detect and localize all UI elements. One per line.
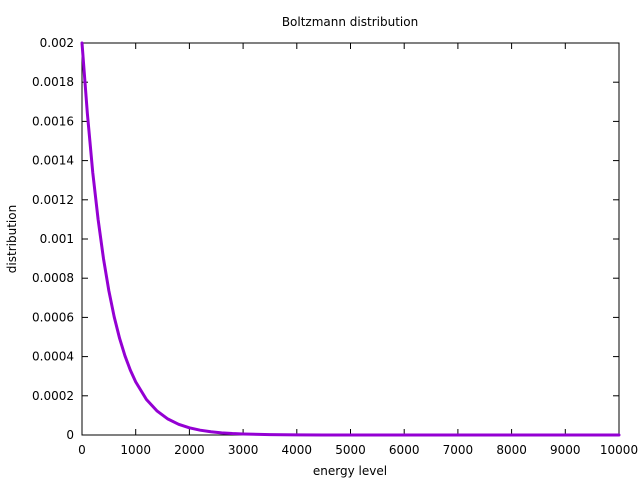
x-tick-label: 4000 <box>282 443 313 457</box>
x-tick-label: 1000 <box>120 443 151 457</box>
y-axis-label: distribution <box>5 205 19 273</box>
x-tick-label: 2000 <box>174 443 205 457</box>
y-tick-label: 0.0006 <box>32 310 74 324</box>
y-tick-label: 0 <box>66 428 74 442</box>
x-tick-label: 8000 <box>496 443 527 457</box>
y-tick-label: 0.0012 <box>32 193 74 207</box>
y-tick-label: 0.002 <box>40 36 74 50</box>
x-tick-label: 6000 <box>389 443 420 457</box>
chart-title: Boltzmann distribution <box>282 15 418 29</box>
x-tick-label: 5000 <box>335 443 366 457</box>
y-tick-label: 0.0002 <box>32 389 74 403</box>
y-tick-label: 0.0018 <box>32 75 74 89</box>
y-tick-label: 0.0016 <box>32 114 74 128</box>
x-axis-ticks: 0 1000 2000 3000 4000 5000 6000 7000 8000 9000 100… <box>78 43 638 457</box>
y-tick-label: 0.0014 <box>32 154 74 168</box>
y-tick-label: 0.0008 <box>32 271 74 285</box>
x-tick-label: 9000 <box>550 443 581 457</box>
x-tick-label: 10000 <box>600 443 638 457</box>
x-tick-label: 3000 <box>228 443 259 457</box>
y-axis-ticks: 0 0.0002 0.0004 0.0006 0.0008 0.001 0.0012 0.00… <box>32 36 619 442</box>
y-tick-label: 0.0004 <box>32 350 74 364</box>
y-tick-label: 0.001 <box>40 232 74 246</box>
x-tick-label: 7000 <box>443 443 474 457</box>
plot-area-frame <box>81 42 620 436</box>
series-line <box>80 41 621 437</box>
x-axis-label: energy level <box>313 464 387 478</box>
series-layer <box>80 41 621 437</box>
x-tick-label: 0 <box>78 443 86 457</box>
